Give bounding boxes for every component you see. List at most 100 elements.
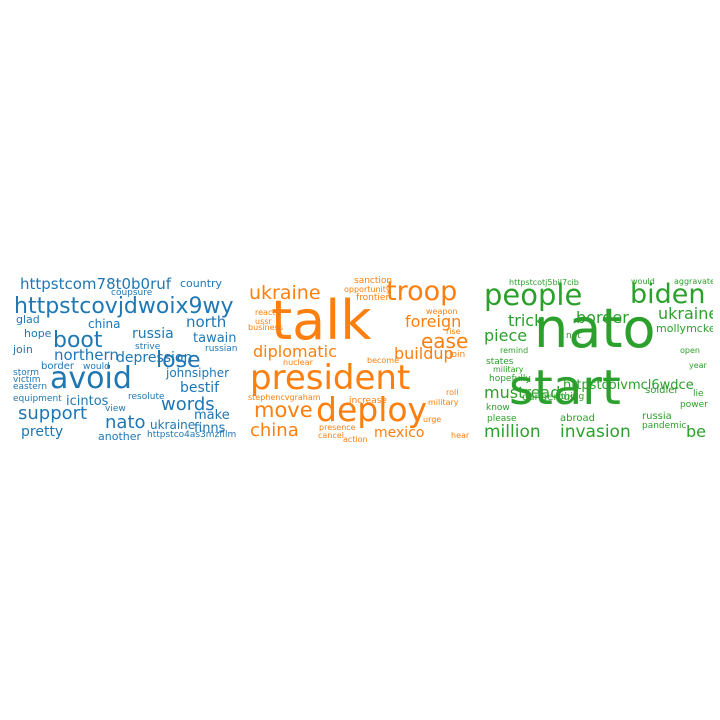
word-sanction: sanction [354, 276, 393, 286]
word-httpstcotj5bil7cib: httpstcotj5bil7cib [509, 278, 579, 287]
word-piece: piece [484, 326, 528, 345]
word-join: join [13, 343, 33, 356]
word-words: words [161, 394, 215, 415]
word-ukraine: ukraine [249, 282, 321, 304]
word-ukraine: ukraine [150, 418, 196, 432]
word-please: please [487, 414, 517, 424]
word-china: china [250, 420, 299, 441]
word-military: military [428, 398, 459, 407]
word-join: join [449, 350, 466, 360]
word-soldier: soldier [645, 385, 679, 396]
word-lie: lie [693, 389, 704, 399]
word-ease: ease [421, 329, 469, 353]
word-diplomatic: diplomatic [253, 342, 337, 361]
word-people: people [484, 278, 583, 312]
word-johnsipher: johnsipher [166, 366, 230, 380]
word-trick: trick [508, 311, 544, 330]
word-stephencvgraham: stephencvgraham [248, 393, 321, 402]
word-coupsure: coupsure [111, 288, 153, 298]
word-cancel: cancel [318, 431, 344, 440]
wordcloud-panel-blue: httpstcom78t0b0ruf country coupsure httpstc… [8, 272, 237, 443]
word-make: make [194, 408, 230, 423]
word-invasion: invasion [560, 422, 631, 442]
word-china: china [88, 317, 121, 331]
word-not: not [566, 331, 581, 341]
word-abroad: abroad [560, 413, 595, 424]
word-frontier: frontier [356, 293, 390, 303]
word-hope: hope [24, 327, 52, 340]
word-year: year [689, 361, 707, 370]
word-biden: biden [630, 279, 706, 310]
word-depression: depression [116, 350, 193, 366]
word-finns: finns [194, 421, 226, 436]
word-power: power [680, 400, 708, 410]
word-pretty: pretty [21, 424, 64, 440]
word-would: would [631, 277, 655, 286]
word-strive: strive [135, 342, 161, 352]
word-another: another [98, 430, 142, 443]
word-military: military [493, 365, 524, 374]
word-roll: roll [446, 388, 459, 397]
word-httpstcom78t0b0ruf: httpstcom78t0b0ruf [20, 275, 172, 293]
word-start: start [509, 360, 621, 416]
word-victim: victim [13, 375, 41, 385]
word-thing: thing [561, 392, 585, 402]
word-action: action [343, 435, 368, 444]
word-storm: storm [13, 368, 40, 378]
word-states: states [486, 357, 514, 367]
word-resolute: resolute [128, 392, 165, 402]
word-russian: russian [205, 344, 237, 354]
word-dangerous: dangerous [522, 392, 575, 403]
word-buildup: buildup [394, 344, 454, 363]
word-country: country [180, 277, 223, 290]
word-mustread: mustread [484, 383, 561, 402]
word-weapon: weapon [426, 307, 458, 316]
word-be: be [686, 422, 706, 441]
word-avoid: avoid [50, 361, 132, 396]
word-foreign: foreign [405, 312, 462, 331]
word-mexico: mexico [374, 425, 425, 441]
word-talk: talk [271, 289, 372, 352]
word-mollymckew: mollymckew [656, 322, 713, 335]
word-tawain: tawain [193, 331, 237, 346]
word-move: move [254, 398, 313, 422]
word-russia: russia [642, 411, 672, 422]
word-hear: hear [451, 431, 470, 440]
word-border: border [576, 308, 629, 327]
word-ussr: ussr [255, 317, 272, 326]
word-rise: rise [446, 327, 461, 336]
word-russia: russia [132, 326, 174, 342]
wordcloud-panel-orange: sanction opportunity frontier ukraine troop t… [246, 272, 475, 443]
word-eastern: eastern [13, 382, 48, 392]
word-ukraine: ukraine [658, 304, 713, 323]
word-business: business [248, 323, 283, 332]
word-troop: troop [386, 276, 458, 307]
word-pandemic: pandemic [642, 421, 687, 431]
word-increase: increase [349, 396, 387, 406]
word-httpstco4as3mzfllm: httpstco4as3mzfllm [147, 430, 237, 440]
word-remind: remind [500, 346, 529, 355]
word-become: become [367, 356, 400, 365]
word-equipment: equipment [13, 394, 62, 404]
word-support: support [18, 403, 88, 424]
word-border: border [41, 361, 75, 372]
word-glad: glad [16, 313, 40, 326]
word-boot: boot [53, 328, 103, 353]
word-bestif: bestif [180, 380, 220, 396]
word-nato: nato [534, 297, 656, 360]
word-northern: northern [54, 346, 119, 364]
word-nato: nato [105, 412, 146, 433]
word-deploy: deploy [316, 390, 428, 429]
word-open: open [680, 346, 700, 355]
word-urge: urge [423, 415, 442, 424]
word-presence: presence [319, 423, 356, 432]
word-president: president [250, 358, 411, 398]
word-lose: lose [156, 348, 201, 373]
word-north: north [186, 313, 227, 331]
word-httpstcoivmcl6wdce: httpstcoivmcl6wdce [563, 378, 694, 393]
word-hopefully: hopefully [489, 374, 531, 384]
word-aggravate: aggravate [674, 277, 713, 286]
word-view: view [105, 404, 126, 414]
word-icintos: icintos [66, 394, 109, 409]
word-know: know [486, 403, 510, 413]
